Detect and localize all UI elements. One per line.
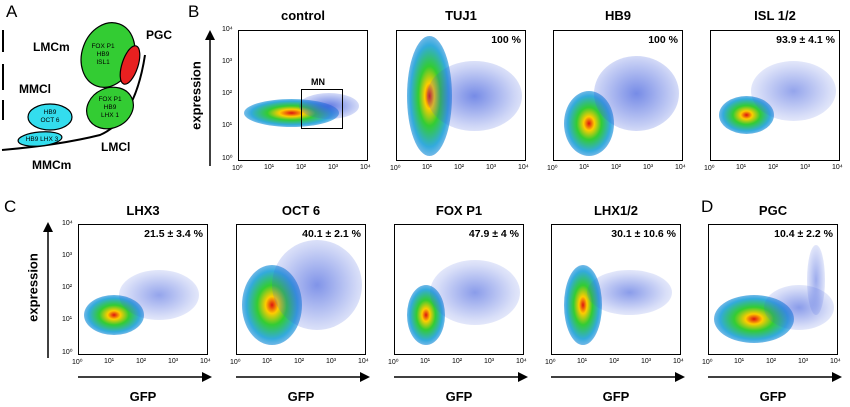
gfp-label-foxp1: GFP bbox=[445, 389, 473, 404]
plot-pgc-percentage: 10.4 ± 2.2 % bbox=[774, 228, 833, 240]
row2-yticks: 10⁴ 10³ 10² 10¹ 10⁰ bbox=[62, 220, 73, 356]
mmcl-markers: HB9 OCT 6 bbox=[40, 109, 60, 124]
scatter-plot-hb9: 100 % bbox=[553, 30, 683, 161]
gfp-label-lhx12: GFP bbox=[602, 389, 630, 404]
gfp-label-pgc: GFP bbox=[759, 389, 787, 404]
plot-tuj1-percentage: 100 % bbox=[491, 34, 521, 46]
plot-isl12-percentage: 93.9 ± 4.1 % bbox=[776, 34, 835, 46]
plot-control-title: control bbox=[280, 8, 326, 23]
row2-xticks-lhx3: 10⁰ 10¹ 10² 10³ 10⁴ bbox=[72, 358, 211, 366]
lmcm-label: LMCm bbox=[33, 40, 70, 54]
gfp-arrow-lhx3 bbox=[78, 372, 212, 382]
mmcm-markers: HB9 LHX 3 bbox=[25, 136, 59, 143]
pgc-cell-group bbox=[119, 45, 141, 85]
scatter-plot-pgc: 10.4 ± 2.2 % bbox=[708, 224, 838, 355]
row1-xticks-tuj1: 10⁰ 10¹ 10² 10³ 10⁴ bbox=[390, 164, 529, 172]
plot-lhx12-title: LHX1/2 bbox=[593, 203, 639, 218]
plot-isl12-title: ISL 1/2 bbox=[754, 8, 796, 23]
row2-xticks-foxp1: 10⁰ 10¹ 10² 10³ 10⁴ bbox=[388, 358, 527, 366]
lmcl-markers: FOX P1 HB9 LHX 1 bbox=[98, 96, 122, 119]
plot-pgc-title: PGC bbox=[758, 203, 788, 218]
scatter-plot-foxp1: 47.9 ± 4 % bbox=[394, 224, 524, 355]
mn-gate-label: MN bbox=[311, 77, 325, 87]
plot-foxp1-title: FOX P1 bbox=[435, 203, 483, 218]
plot-tuj1-title: TUJ1 bbox=[445, 8, 477, 23]
scatter-plot-oct6: 40.1 ± 2.1 % bbox=[236, 224, 366, 355]
row1-y-axis-title: expression bbox=[188, 61, 204, 130]
lmcm-markers: FOX P1 HB9 ISL1 bbox=[91, 43, 115, 66]
row2-y-axis-title: expression bbox=[25, 253, 41, 322]
plot-lhx3-percentage: 21.5 ± 3.4 % bbox=[144, 228, 203, 240]
panel-b-label: B bbox=[188, 2, 200, 21]
plot-lhx12-percentage: 30.1 ± 10.6 % bbox=[611, 228, 676, 240]
row2-xticks-lhx12: 10⁰ 10¹ 10² 10³ 10⁴ bbox=[545, 358, 684, 366]
row1-yticks: 10⁴ 10³ 10² 10¹ 10⁰ bbox=[222, 26, 233, 162]
spinal-cord-diagram bbox=[1, 22, 146, 151]
plot-lhx3-title: LHX3 bbox=[126, 203, 160, 218]
scatter-plot-control: MN bbox=[238, 30, 368, 161]
plot-oct6-title: OCT 6 bbox=[281, 203, 321, 218]
gfp-arrow-oct6 bbox=[236, 372, 370, 382]
row1-xticks-control: 10⁰ 10¹ 10² 10³ 10⁴ bbox=[232, 164, 371, 172]
gfp-label-lhx3: GFP bbox=[129, 389, 157, 404]
scatter-plot-lhx12: 30.1 ± 10.6 % bbox=[551, 224, 681, 355]
plot-hb9-title: HB9 bbox=[604, 8, 631, 23]
mn-gate-box bbox=[301, 89, 343, 129]
panel-d-label: D bbox=[701, 197, 714, 216]
gfp-label-oct6: GFP bbox=[287, 389, 315, 404]
row1-y-axis-arrow bbox=[205, 30, 215, 166]
row1-xticks-isl12: 10⁰ 10¹ 10² 10³ 10⁴ bbox=[704, 164, 843, 172]
scatter-plot-isl12: 93.9 ± 4.1 % bbox=[710, 30, 840, 161]
gfp-arrow-lhx12 bbox=[551, 372, 685, 382]
lmcl-cell-group bbox=[86, 86, 134, 130]
panel-a-label: A bbox=[6, 2, 18, 21]
plot-foxp1-percentage: 47.9 ± 4 % bbox=[468, 228, 519, 240]
mmcm-cell-group bbox=[17, 131, 63, 147]
row2-y-axis-arrow bbox=[43, 222, 53, 358]
lmcl-label: LMCl bbox=[101, 140, 131, 154]
row2-xticks-pgc: 10⁰ 10¹ 10² 10³ 10⁴ bbox=[702, 358, 841, 366]
scatter-plot-lhx3: 21.5 ± 3.4 % bbox=[78, 224, 208, 355]
mmcl-label: MMCl bbox=[19, 82, 51, 96]
gfp-arrow-pgc bbox=[708, 372, 842, 382]
scatter-plot-tuj1: 100 % bbox=[396, 30, 526, 161]
panel-c-label: C bbox=[4, 197, 17, 216]
pgc-label: PGC bbox=[146, 28, 173, 42]
row2-xticks-oct6: 10⁰ 10¹ 10² 10³ 10⁴ bbox=[230, 358, 369, 366]
gfp-arrow-foxp1 bbox=[394, 372, 528, 382]
mmcl-cell-group bbox=[27, 103, 73, 131]
plot-oct6-percentage: 40.1 ± 2.1 % bbox=[302, 228, 361, 240]
mmcm-label: MMCm bbox=[32, 158, 72, 172]
plot-hb9-percentage: 100 % bbox=[648, 34, 678, 46]
row1-xticks-hb9: 10⁰ 10¹ 10² 10³ 10⁴ bbox=[547, 164, 686, 172]
